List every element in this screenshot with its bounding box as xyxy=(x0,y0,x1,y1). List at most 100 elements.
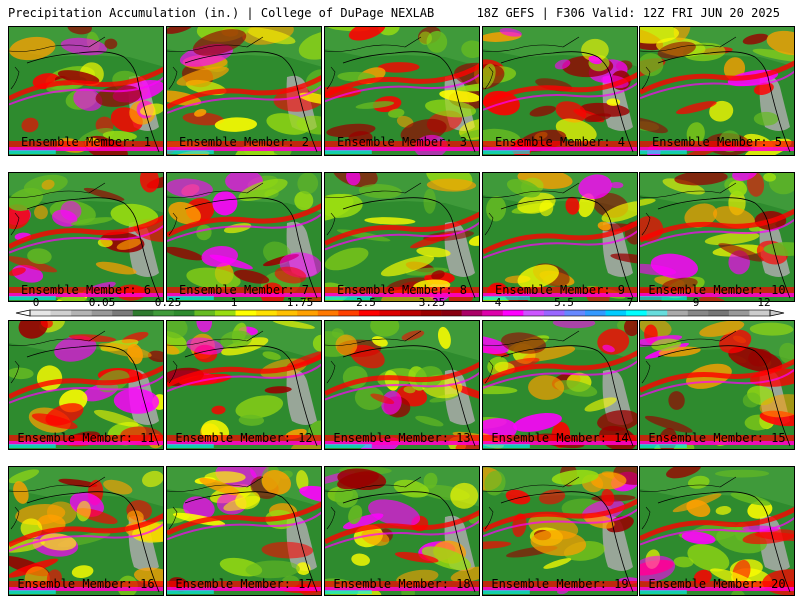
legend-max-arrow xyxy=(769,309,785,317)
ensemble-map-2 xyxy=(166,26,322,156)
legend-tick-label: 0 xyxy=(33,296,40,309)
precip-map xyxy=(167,173,321,301)
precip-map xyxy=(9,321,163,449)
legend-swatch xyxy=(379,310,401,316)
ensemble-map-6 xyxy=(8,172,164,302)
legend-swatch xyxy=(461,310,483,316)
precip-map xyxy=(325,321,479,449)
ensemble-map-20 xyxy=(639,466,795,596)
ensemble-member-label: Ensemble Member: 4 xyxy=(494,135,626,149)
ensemble-map-18 xyxy=(324,466,480,596)
legend-swatch xyxy=(50,310,72,316)
legend-tick-label: 2.5 xyxy=(356,296,376,309)
ensemble-map-7 xyxy=(166,172,322,302)
legend-tick-label: 3.25 xyxy=(419,296,446,309)
ensemble-map-10 xyxy=(639,172,795,302)
ensemble-map-13 xyxy=(324,320,480,450)
legend-swatch xyxy=(71,310,92,316)
legend-tick-label: 1.75 xyxy=(287,296,314,309)
legend-swatch xyxy=(667,310,689,316)
precip-map xyxy=(483,321,637,449)
run-valid-time: 18Z GEFS | F306 Valid: 12Z FRI JUN 20 20… xyxy=(476,6,780,20)
legend-swatch xyxy=(646,310,668,316)
ensemble-member-label: Ensemble Member: 19 xyxy=(491,577,629,591)
ensemble-map-1 xyxy=(8,26,164,156)
ensemble-member-label: Ensemble Member: 7 xyxy=(178,283,310,297)
ensemble-map-19 xyxy=(482,466,638,596)
legend-swatch xyxy=(276,310,298,316)
precip-map xyxy=(640,173,794,301)
ensemble-member-label: Ensemble Member: 10 xyxy=(648,283,786,297)
ensemble-map-4 xyxy=(482,26,638,156)
precip-map xyxy=(483,173,637,301)
legend-tick-label: 0.25 xyxy=(155,296,182,309)
ensemble-member-label: Ensemble Member: 17 xyxy=(175,577,313,591)
precip-map xyxy=(167,27,321,155)
ensemble-map-16 xyxy=(8,466,164,596)
ensemble-map-14 xyxy=(482,320,638,450)
legend-tick-label: 1 xyxy=(231,296,238,309)
legend-swatch xyxy=(585,310,606,316)
precip-map xyxy=(9,467,163,595)
precip-map xyxy=(325,467,479,595)
precip-map xyxy=(483,467,637,595)
ensemble-map-12 xyxy=(166,320,322,450)
legend-swatch xyxy=(441,310,462,316)
legend-swatch xyxy=(687,310,709,316)
ensemble-member-label: Ensemble Member: 3 xyxy=(336,135,468,149)
legend-swatch xyxy=(215,310,236,316)
product-title: Precipitation Accumulation (in.) | Colle… xyxy=(8,6,435,20)
legend-scale: 0 0.05 0.25 1 1.75 2.5 3.25 4 5.5 7 9 12 xyxy=(15,296,785,317)
legend-outline xyxy=(29,309,771,317)
precip-map xyxy=(325,173,479,301)
legend-swatch xyxy=(523,310,545,316)
ensemble-map-3 xyxy=(324,26,480,156)
legend-swatch xyxy=(420,310,442,316)
ensemble-map-9 xyxy=(482,172,638,302)
ensemble-member-label: Ensemble Member: 16 xyxy=(17,577,155,591)
legend-swatch xyxy=(91,310,113,316)
legend-swatch xyxy=(194,310,216,316)
ensemble-member-label: Ensemble Member: 1 xyxy=(20,135,152,149)
legend-tick-label: 9 xyxy=(693,296,700,309)
legend-swatch xyxy=(338,310,360,316)
legend-tick-label: 4 xyxy=(495,296,502,309)
precip-map xyxy=(640,321,794,449)
precip-map xyxy=(483,27,637,155)
legend-swatch xyxy=(728,310,750,316)
legend-swatch xyxy=(749,310,771,316)
legend-swatch xyxy=(543,310,565,316)
ensemble-member-label: Ensemble Member: 20 xyxy=(648,577,786,591)
ensemble-member-label: Ensemble Member: 14 xyxy=(491,431,629,445)
ensemble-map-11 xyxy=(8,320,164,450)
ensemble-map-8 xyxy=(324,172,480,302)
ensemble-member-label: Ensemble Member: 15 xyxy=(648,431,786,445)
ensemble-member-label: Ensemble Member: 18 xyxy=(333,577,471,591)
precip-map xyxy=(9,27,163,155)
ensemble-member-label: Ensemble Member: 8 xyxy=(336,283,468,297)
precip-map xyxy=(167,467,321,595)
legend-tick-label: 5.5 xyxy=(554,296,574,309)
ensemble-map-15 xyxy=(639,320,795,450)
legend-swatch xyxy=(30,310,51,316)
precip-map xyxy=(9,173,163,301)
legend-swatch xyxy=(317,310,339,316)
legend-tick-label: 12 xyxy=(757,296,770,309)
ensemble-member-label: Ensemble Member: 2 xyxy=(178,135,310,149)
precip-map xyxy=(640,27,794,155)
legend-swatch xyxy=(112,310,134,316)
legend-swatch xyxy=(235,310,257,316)
precip-map xyxy=(325,27,479,155)
legend-swatch xyxy=(256,310,277,316)
legend-swatch xyxy=(153,310,175,316)
legend-swatch xyxy=(502,310,524,316)
ensemble-member-label: Ensemble Member: 13 xyxy=(333,431,471,445)
legend-swatch xyxy=(173,310,195,316)
ensemble-map-5 xyxy=(639,26,795,156)
legend-tick-label: 0.05 xyxy=(89,296,116,309)
legend-swatch xyxy=(132,310,154,316)
legend-min-arrow xyxy=(15,309,31,317)
legend-swatch xyxy=(297,310,319,316)
ensemble-map-17 xyxy=(166,466,322,596)
legend-swatch xyxy=(564,310,586,316)
